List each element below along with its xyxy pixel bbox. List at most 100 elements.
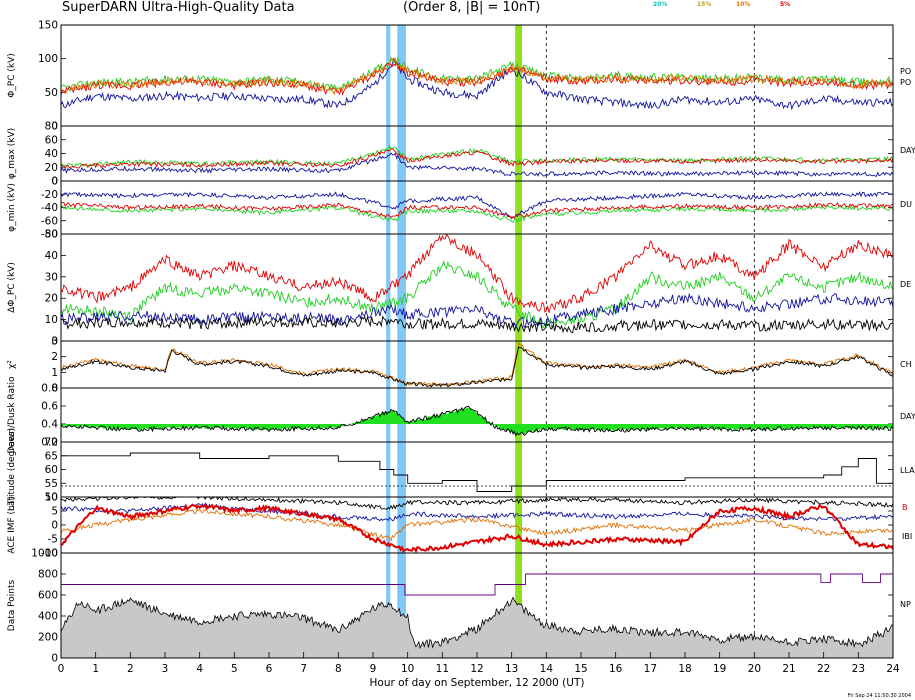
panel-6-ytick-label-0: 50 <box>45 492 58 504</box>
panel-1-series-1 <box>60 144 894 169</box>
panel-6-ytick-label-3: 65 <box>45 450 58 462</box>
panel-1-ytick-label-0: 0 <box>51 176 58 188</box>
right-label-delta: DE <box>900 280 912 289</box>
panel-4-ytick-label-3: 3 <box>51 336 58 348</box>
panel-2-series-1 <box>60 204 894 224</box>
panel-4-series-1 <box>60 346 893 388</box>
xtick-label-16: 16 <box>609 663 623 675</box>
panel-5-ytick-label-0: 0.2 <box>41 437 58 449</box>
panel-2-ytick-label-4: 0 <box>51 176 58 188</box>
xtick-label-18: 18 <box>678 663 691 675</box>
panel-3-ytick-label-5: 50 <box>45 229 58 241</box>
panel-0-ytick-label-2: 100 <box>38 53 58 65</box>
panel-3-series-3 <box>60 315 894 334</box>
xtick-label-24: 24 <box>886 663 900 675</box>
x-axis-label: Hour of day on September, 12 2000 (UT) <box>370 677 585 689</box>
panel-6-ylabel: Latitude (degrees) <box>7 428 17 511</box>
panel-7-ytick-label-1: -5 <box>48 534 58 546</box>
panel-3-ytick-label-0: 0 <box>51 336 58 348</box>
panel-3-series-1 <box>60 259 894 330</box>
panel-6-series-0 <box>61 452 894 492</box>
panel-0-ylabel: Φ_PC (kV) <box>7 53 17 98</box>
panel-5-ytick-label-1: 0.4 <box>41 419 58 431</box>
panel-3-ytick-label-1: 10 <box>45 314 58 326</box>
panel-5-ytick-label-3: 0.8 <box>41 383 58 395</box>
panel-1-series-2 <box>60 148 894 169</box>
legend-15: 15% <box>697 1 712 8</box>
right-label-daydusk: DAY <box>900 412 915 421</box>
panel-8-ytick-label-3: 600 <box>38 590 58 602</box>
panel-3-ytick-label-2: 20 <box>45 293 58 305</box>
panel-3-ytick-label-4: 40 <box>45 250 58 262</box>
right-label-day: DAY <box>900 146 915 155</box>
xtick-label-9: 9 <box>370 663 377 675</box>
panel-8-ytick-label-2: 400 <box>38 611 58 623</box>
panel-0-ytick-label-1: 50 <box>45 87 58 99</box>
panel-6-ytick-label-2: 60 <box>45 464 58 476</box>
panel-2-ytick-label-3: -20 <box>41 189 58 201</box>
panel-0-series-2 <box>60 60 894 96</box>
panel-4-ytick-label-2: 2 <box>51 351 58 363</box>
legend-20: 20% <box>653 1 668 8</box>
panel-3-series-2 <box>60 292 894 329</box>
panel-8-ytick-label-4: 800 <box>38 569 58 581</box>
xtick-label-5: 5 <box>231 663 238 675</box>
panel-2-series-2 <box>60 201 894 220</box>
xtick-label-14: 14 <box>540 663 554 675</box>
panel-0-series-0 <box>60 57 894 111</box>
xtick-label-23: 23 <box>852 663 865 675</box>
right-label-dusk: DU <box>900 200 913 209</box>
xtick-label-21: 21 <box>782 663 795 675</box>
panel-1-frame <box>60 125 894 182</box>
panel-2-ytick-label-1: -60 <box>41 215 58 227</box>
xtick-label-17: 17 <box>644 663 657 675</box>
panel-7-ytick-label-2: 0 <box>51 520 58 532</box>
panel-8-ytick-label-5: 1000 <box>31 548 58 560</box>
right-label-chi: CH <box>900 360 912 369</box>
xtick-label-7: 7 <box>300 663 307 675</box>
panel-4-ylabel: χ² <box>7 360 17 369</box>
xtick-label-13: 13 <box>505 663 518 675</box>
legend-5: 5% <box>780 1 791 8</box>
panel-3-ylabel: ΔΦ_PC (kV) <box>7 262 17 313</box>
xtick-label-10: 10 <box>401 663 414 675</box>
panel-8-ytick-label-1: 200 <box>38 632 58 644</box>
panel-0-ytick-label-3: 150 <box>38 20 58 32</box>
right-label-np: NP <box>900 600 911 609</box>
panel-4-ytick-label-1: 1 <box>51 367 58 379</box>
legend-10: 10% <box>736 1 751 8</box>
panel-8-ytick-label-0: 0 <box>51 653 58 665</box>
panel-2-series-0 <box>60 191 894 219</box>
panel-0-series-3 <box>60 56 894 96</box>
panel-2-ytick-label-2: -40 <box>41 202 58 214</box>
panel-1-ytick-label-2: 40 <box>45 148 58 160</box>
panel-8-series-1 <box>61 573 893 596</box>
panel-5-series-0 <box>60 405 894 437</box>
panel-1-ylabel: φ_max (kV) <box>7 128 17 179</box>
panel-1-ytick-label-3: 60 <box>45 134 58 146</box>
panel-8-ylabel: Data Points <box>7 579 17 631</box>
xtick-label-20: 20 <box>748 663 761 675</box>
xtick-label-19: 19 <box>713 663 726 675</box>
panel-4-series-0 <box>60 341 894 388</box>
right-label-b: B <box>902 503 908 512</box>
panel-5-ytick-label-2: 0.6 <box>41 401 58 413</box>
panel-5-ylabel: Dawn/Dusk Ratio <box>7 376 17 454</box>
panel-7-ytick-label-0: -10 <box>41 548 58 560</box>
panel-3-series-0 <box>60 233 894 313</box>
xtick-label-1: 1 <box>92 663 99 675</box>
xtick-label-8: 8 <box>335 663 342 675</box>
figure-subtitle: (Order 8, |B| = 10nT) <box>403 0 541 15</box>
panel-6-ytick-label-4: 70 <box>45 437 58 449</box>
panel-1-series-0 <box>60 152 894 177</box>
panel-0-ytick-label-0: 0 <box>51 121 58 133</box>
panel-7-series-2 <box>60 508 894 542</box>
panel-0-series-1 <box>60 56 894 93</box>
panel-3-ytick-label-3: 30 <box>45 271 58 283</box>
panel-7-series-1 <box>60 502 894 522</box>
panel-4-frame <box>60 340 894 389</box>
dawn-dusk-fill <box>61 407 893 436</box>
xtick-label-11: 11 <box>436 663 449 675</box>
